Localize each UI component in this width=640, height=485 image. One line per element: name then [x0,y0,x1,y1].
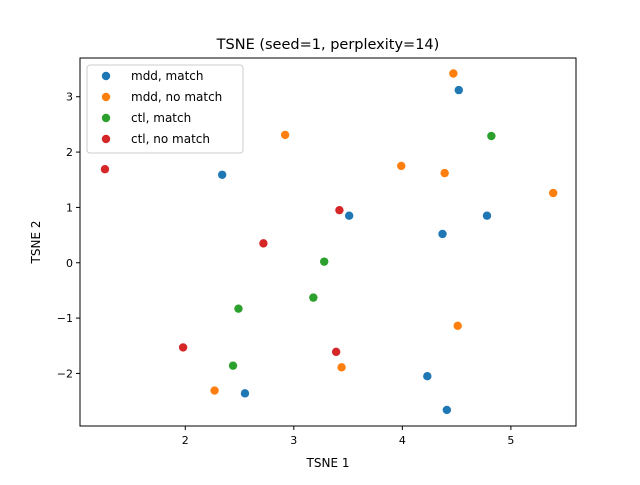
x-tick-label: 5 [507,434,514,447]
data-point [234,304,243,313]
data-point [438,229,447,239]
legend: mdd, match mdd, no match ctl, match ctl, no… [86,64,244,154]
legend-marker [101,92,111,102]
data-point [337,363,346,372]
x-tick-label: 4 [399,434,406,447]
y-axis-label: TSNE 2 [29,221,43,265]
data-point [442,405,452,415]
data-point [210,386,219,395]
legend-label: mdd, no match [131,90,222,104]
y-tick-label: 0 [66,257,73,270]
data-point [397,161,406,171]
data-point [228,361,238,370]
data-point [335,205,344,215]
plot-frame [79,57,577,427]
legend-box [86,64,244,154]
data-point [280,130,290,140]
points-layer [100,69,558,415]
x-tick-label: 2 [182,434,189,447]
data-point [344,211,354,220]
data-point [309,293,318,302]
data-point [482,211,492,220]
y-tick-label: 3 [66,91,73,104]
legend-marker [101,71,111,81]
y-tick-label: −2 [57,367,73,380]
data-point [453,321,462,331]
x-tick-label: 3 [290,434,297,447]
legend-label: ctl, match [131,111,191,125]
data-point [178,343,188,352]
data-point [320,257,329,266]
y-tick-label: 2 [66,146,73,159]
data-point [454,85,463,95]
legend-marker [101,134,111,144]
y-tick-label: 1 [66,201,73,214]
data-point [259,239,268,248]
data-point [549,188,558,198]
y-axis-ticks: −2 −1 0 1 2 3 [57,91,80,380]
data-point [331,347,341,357]
legend-label: mdd, match [131,69,204,83]
data-point [487,131,496,141]
data-point [440,168,449,178]
x-axis-ticks: 2 3 4 5 [182,426,514,447]
data-point [240,389,250,398]
data-point [423,371,432,381]
data-point [217,170,227,179]
y-tick-label: −1 [57,312,73,325]
x-axis-label: TSNE 1 [306,456,350,470]
data-point [449,69,458,78]
data-point [100,165,110,174]
legend-label: ctl, no match [131,132,210,146]
chart-title: TSNE (seed=1, perplexity=14) [216,37,440,53]
legend-marker [101,113,111,123]
